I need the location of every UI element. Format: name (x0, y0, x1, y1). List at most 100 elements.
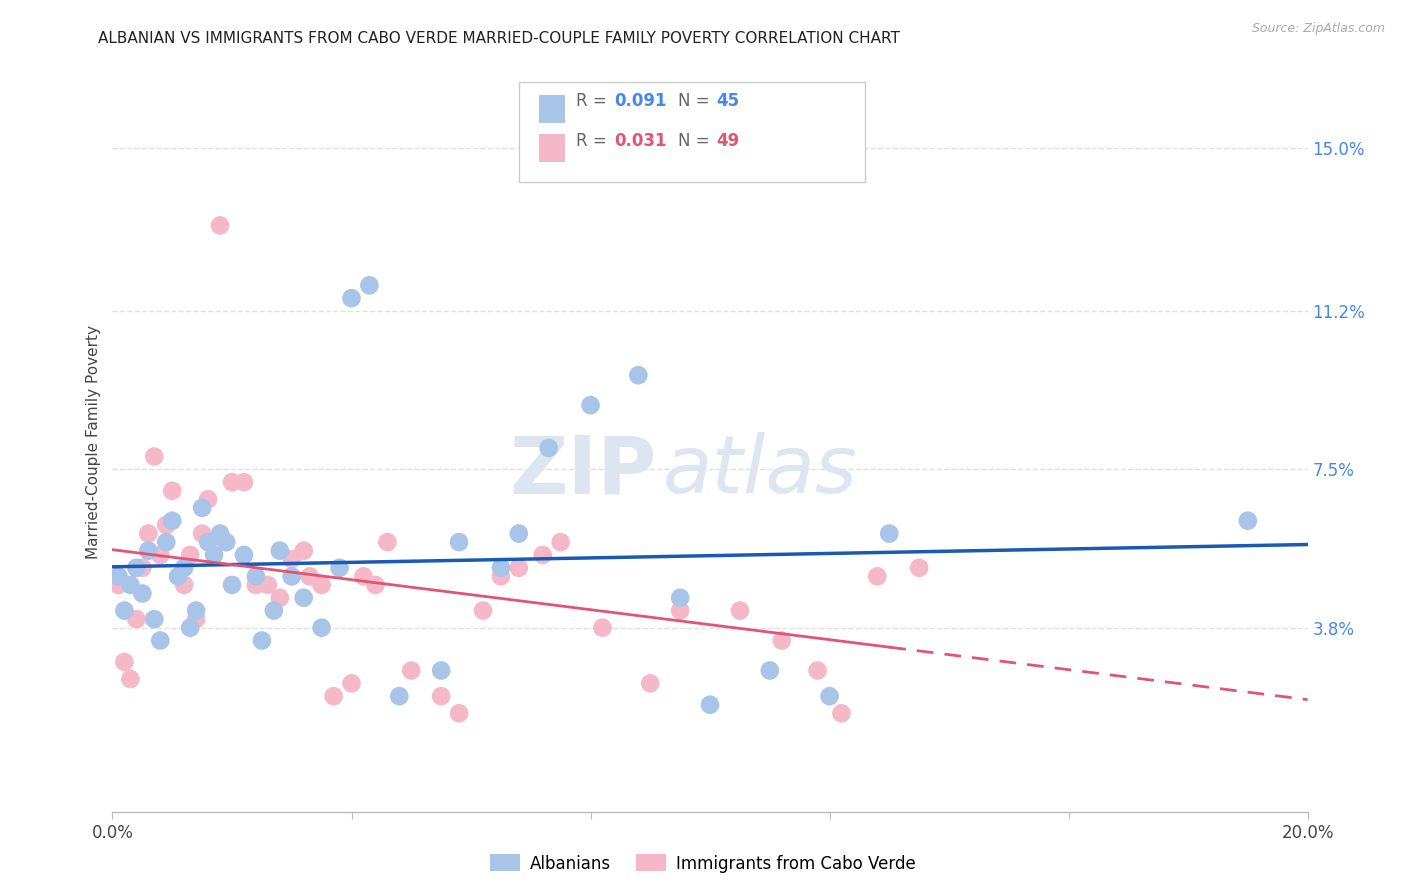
Point (138, 543, 160, 558)
Point (167, 569, 190, 583)
Point (537, 441, 560, 455)
Point (579, 398, 602, 412)
Point (155, 535, 177, 549)
Point (770, 633, 793, 648)
Point (257, 578, 280, 592)
Point (298, 569, 321, 583)
Point (269, 591, 291, 605)
Point (377, 535, 399, 549)
Point (143, 450, 166, 464)
Point (340, 291, 363, 305)
Point (669, 591, 692, 605)
Point (215, 535, 238, 549)
Point (340, 676, 363, 690)
Text: N =: N = (678, 132, 714, 150)
Point (263, 604, 285, 618)
Point (149, 548, 172, 562)
Text: 49: 49 (716, 132, 740, 150)
Point (250, 633, 273, 648)
Point (143, 612, 166, 626)
Point (401, 664, 423, 678)
Point (233, 548, 256, 562)
Point (125, 561, 148, 575)
Point (879, 526, 901, 541)
Point (245, 569, 267, 583)
Point (508, 526, 530, 541)
Point (818, 689, 841, 703)
Point (149, 633, 172, 648)
Point (353, 569, 375, 583)
Text: R =: R = (576, 92, 612, 110)
Point (728, 604, 751, 618)
Point (449, 535, 471, 549)
Text: 0.091: 0.091 (614, 92, 666, 110)
Point (173, 561, 195, 575)
Point (489, 561, 512, 575)
Point (489, 569, 512, 583)
Point (131, 561, 153, 575)
Point (640, 676, 662, 690)
Point (155, 518, 177, 533)
Point (131, 586, 153, 600)
Point (269, 543, 291, 558)
Point (209, 526, 232, 541)
Point (908, 561, 931, 575)
Point (292, 543, 315, 558)
Point (281, 569, 304, 583)
Point (186, 612, 208, 626)
Point (114, 604, 135, 618)
Point (472, 604, 495, 618)
FancyBboxPatch shape (538, 95, 565, 123)
Text: 0.031: 0.031 (614, 132, 666, 150)
Point (322, 689, 344, 703)
Point (627, 368, 650, 383)
Point (221, 475, 243, 490)
Point (866, 569, 889, 583)
Text: R =: R = (576, 132, 612, 150)
Point (197, 535, 219, 549)
Point (807, 664, 830, 678)
Point (173, 578, 195, 592)
Point (359, 278, 381, 293)
Point (120, 672, 142, 686)
Point (669, 604, 692, 618)
Point (831, 706, 853, 721)
Point (292, 591, 315, 605)
Point (311, 621, 333, 635)
Text: Source: ZipAtlas.com: Source: ZipAtlas.com (1251, 22, 1385, 36)
Text: N =: N = (678, 92, 714, 110)
Point (281, 552, 304, 566)
Point (221, 578, 243, 592)
Point (202, 548, 225, 562)
Point (233, 475, 256, 490)
Point (311, 578, 333, 592)
Point (186, 604, 208, 618)
Point (120, 578, 142, 592)
Point (191, 500, 214, 515)
Point (699, 698, 721, 712)
Point (759, 664, 782, 678)
Point (162, 483, 183, 498)
Text: 45: 45 (716, 92, 740, 110)
Text: ALBANIAN VS IMMIGRANTS FROM CABO VERDE MARRIED-COUPLE FAMILY POVERTY CORRELATION: ALBANIAN VS IMMIGRANTS FROM CABO VERDE M… (98, 31, 900, 46)
Point (179, 621, 201, 635)
Point (138, 526, 160, 541)
Point (179, 548, 201, 562)
Point (364, 578, 387, 592)
Point (531, 548, 554, 562)
Point (329, 561, 352, 575)
Point (191, 526, 214, 541)
Point (107, 569, 129, 583)
FancyBboxPatch shape (519, 82, 866, 183)
Point (388, 689, 411, 703)
Point (550, 535, 572, 549)
Point (209, 219, 232, 233)
FancyBboxPatch shape (538, 135, 565, 162)
Text: atlas: atlas (662, 432, 858, 510)
Point (125, 612, 148, 626)
Point (592, 621, 614, 635)
Point (245, 578, 267, 592)
Point (197, 492, 219, 507)
Point (430, 664, 453, 678)
Point (162, 514, 183, 528)
